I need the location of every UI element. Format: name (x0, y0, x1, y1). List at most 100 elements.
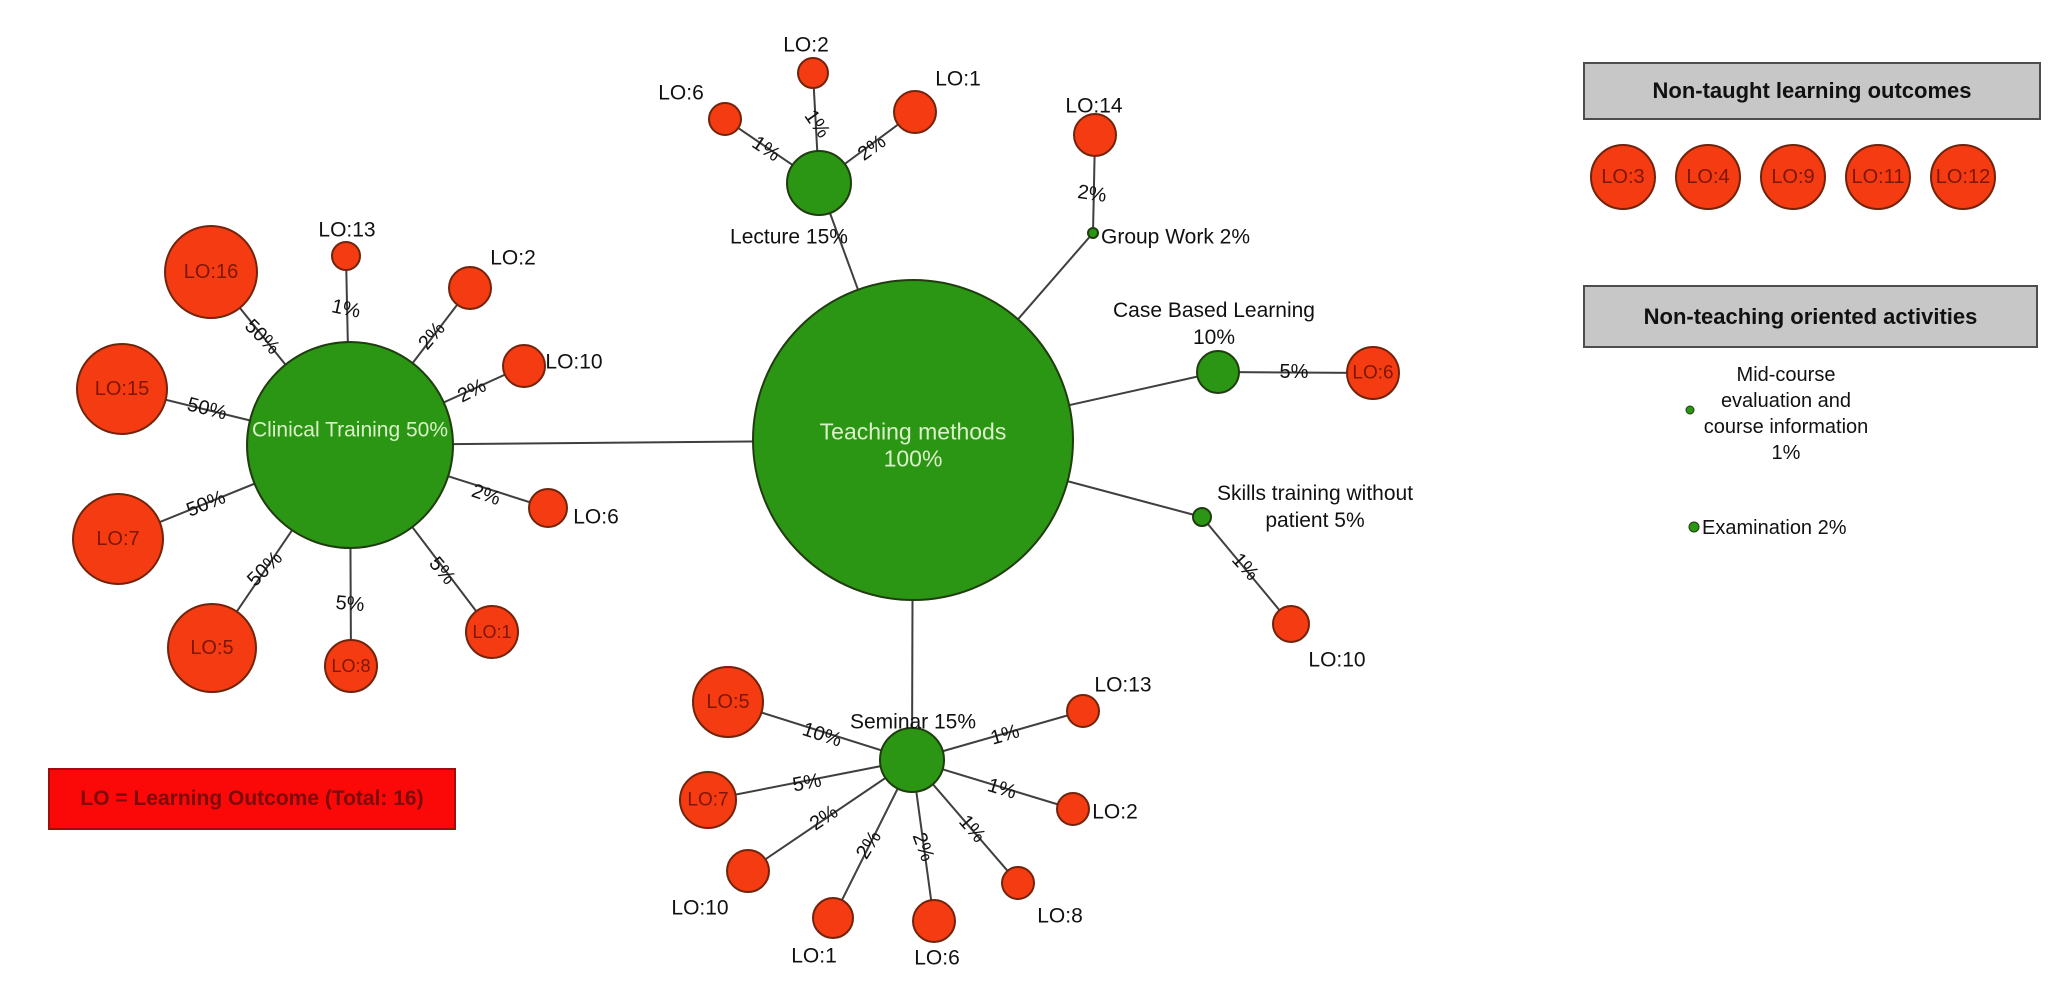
legend-learning-outcome-total: LO = Learning Outcome (Total: 16) (48, 768, 456, 830)
edge-label-clinical-lo8-cl: 5% (335, 592, 366, 616)
label-lo6-sem: LO:6 (914, 947, 960, 970)
node-lo6-cl (528, 488, 568, 528)
label-seminar: Seminar 15% (850, 711, 976, 734)
edge-label-clinical-lo16: 50% (240, 315, 284, 359)
label-midcourse-dot: Mid-course evaluation and course informati… (1704, 364, 1869, 464)
label-lo5-cl: LO:5 (190, 637, 233, 659)
edge-label-lecture-lo6-lec: 1% (748, 132, 784, 167)
edge-label-clinical-lo5-cl: 50% (243, 547, 287, 591)
node-lecture (786, 150, 852, 216)
node-lo15 (76, 343, 168, 435)
node-lo10-cl (502, 344, 546, 388)
label-lecture: Lecture 15% (730, 226, 848, 249)
node-lo8-cl (324, 639, 378, 693)
label-lo6-cbl: LO:6 (1352, 363, 1393, 384)
node-lo1-cl (465, 605, 519, 659)
label-lo8-cl: LO:8 (331, 656, 370, 676)
node-midcourse-dot (1685, 405, 1695, 415)
panel-header-non-teaching-activities: Non-teaching oriented activities (1583, 285, 2038, 348)
label-lo1-cl: LO:1 (472, 622, 511, 642)
edge-label-groupwork-lo14: 2% (1076, 181, 1108, 207)
node-exam-dot (1688, 521, 1700, 533)
label-lo7-cl: LO:7 (96, 528, 139, 550)
node-skills (1192, 507, 1212, 527)
edge-label-seminar-lo1-sem: 2% (852, 827, 886, 863)
edge-label-seminar-lo2-sem: 1% (985, 774, 1019, 804)
label-lo2-cl: LO:2 (490, 247, 536, 270)
label-lo7-sem: LO:7 (687, 790, 728, 811)
node-lo6-sem (912, 899, 956, 943)
label-teaching: Teaching methods 100% (820, 419, 1007, 472)
node-lo7-sem (679, 771, 737, 829)
node-clinical (246, 341, 454, 549)
edge-label-cbl-lo6-cbl: 5% (1280, 361, 1309, 383)
edge-label-lecture-lo2-lec: 1% (800, 106, 835, 142)
edge-label-seminar-lo6-sem: 2% (908, 830, 939, 865)
node-lo16 (164, 225, 258, 319)
node-lo9-p (1760, 144, 1826, 210)
label-skills: Skills training without patient 5% (1217, 482, 1413, 532)
label-lo4-p: LO:4 (1686, 166, 1729, 188)
node-groupwork (1087, 227, 1099, 239)
label-lo6-lec: LO:6 (658, 82, 704, 105)
edge-label-seminar-lo10-sem: 2% (806, 801, 842, 836)
label-lo5-sem: LO:5 (706, 691, 749, 713)
edge-label-clinical-lo2-cl: 2% (414, 318, 450, 354)
node-lo8-sem (1001, 866, 1035, 900)
label-lo11-p: LO:11 (1852, 166, 1905, 188)
label-lo10-sem: LO:10 (671, 897, 728, 920)
label-lo6-cl: LO:6 (573, 506, 619, 529)
label-lo1-sem: LO:1 (791, 945, 837, 968)
label-lo14: LO:14 (1065, 95, 1123, 118)
node-lo3-p (1590, 144, 1656, 210)
label-groupwork: Group Work 2% (1101, 226, 1250, 249)
node-lo5-sem (692, 666, 764, 738)
edge-label-seminar-lo7-sem: 5% (791, 769, 824, 796)
node-lo13-sem (1066, 694, 1100, 728)
node-lo14 (1073, 113, 1117, 157)
edge-skills-lo10-skills (1201, 516, 1292, 625)
label-lo12-p: LO:12 (1936, 166, 1990, 188)
node-lo10-sem (726, 849, 770, 893)
edge-label-clinical-lo6-cl: 2% (469, 480, 504, 510)
node-lo2-lec (797, 57, 829, 89)
label-lo13-sem: LO:13 (1094, 674, 1151, 697)
node-lo12-p (1930, 144, 1996, 210)
edge-label-clinical-lo7-cl: 50% (183, 486, 229, 521)
node-lo5-cl (167, 603, 257, 693)
edge-label-seminar-lo13-sem: 1% (988, 720, 1022, 749)
edge-seminar-lo7-sem (707, 759, 913, 801)
label-lo10-cl: LO:10 (545, 351, 602, 374)
label-lo1-lec: LO:1 (935, 68, 981, 91)
label-lo15: LO:15 (95, 378, 149, 400)
node-lo6-lec (708, 102, 742, 136)
edge-label-seminar-lo5-sem: 10% (800, 718, 845, 751)
label-lo10-skills: LO:10 (1308, 649, 1365, 672)
node-teaching (752, 279, 1074, 601)
label-lo2-sem: LO:2 (1092, 801, 1138, 824)
node-lo13-cl (331, 241, 361, 271)
node-lo1-lec (893, 90, 937, 134)
label-lo16: LO:16 (184, 261, 238, 283)
node-lo2-sem (1056, 792, 1090, 826)
label-lo8-sem: LO:8 (1037, 905, 1083, 928)
node-seminar (879, 727, 945, 793)
node-lo7-cl (72, 493, 164, 585)
edge-label-clinical-lo13-cl: 1% (330, 295, 363, 323)
node-lo2-cl (448, 266, 492, 310)
panel-header-non-taught-outcomes: Non-taught learning outcomes (1583, 62, 2041, 120)
edge-label-clinical-lo10-cl: 2% (454, 375, 490, 408)
edge-seminar-lo10-sem (747, 759, 913, 872)
node-lo4-p (1675, 144, 1741, 210)
edge-label-lecture-lo1-lec: 2% (854, 130, 890, 165)
node-lo11-p (1845, 144, 1911, 210)
node-lo1-sem (812, 897, 854, 939)
label-clinical: Clinical Training 50% (252, 419, 448, 442)
node-cbl (1196, 350, 1240, 394)
node-lo10-skills (1272, 605, 1310, 643)
label-lo13-cl: LO:13 (318, 219, 375, 242)
label-lo9-p: LO:9 (1771, 166, 1814, 188)
label-lo3-p: LO:3 (1601, 166, 1644, 188)
